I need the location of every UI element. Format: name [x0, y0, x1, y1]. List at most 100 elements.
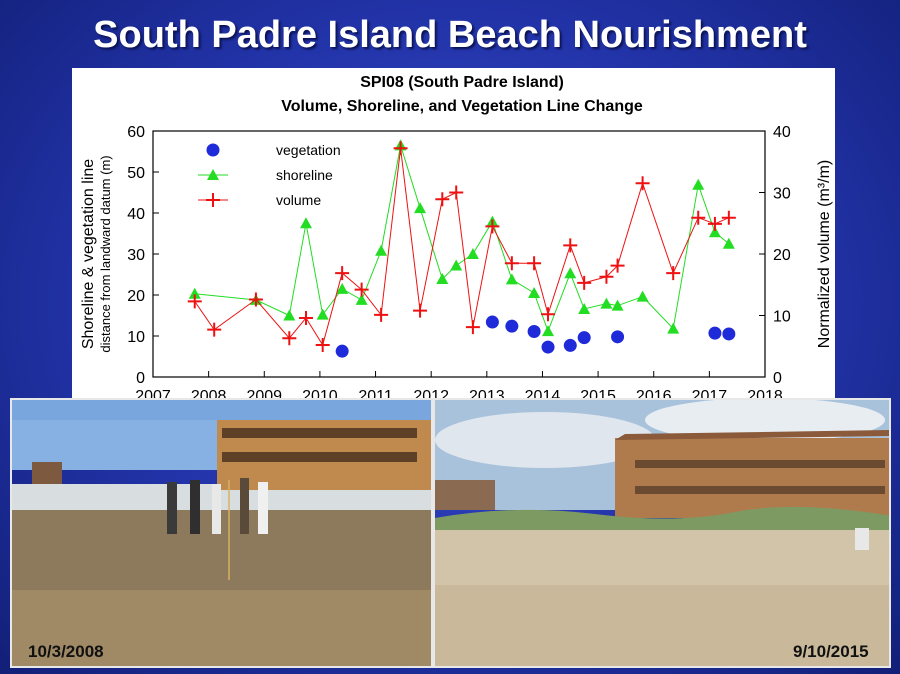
shoreline-point — [636, 290, 649, 302]
shoreline-point — [436, 273, 449, 285]
volume-point — [413, 303, 428, 318]
legend: vegetation shoreline volume — [198, 142, 341, 208]
vegetation-point — [708, 326, 722, 340]
vegetation-point — [485, 315, 499, 329]
y-axis-right-label: Normalized volume (m³/m) — [816, 160, 833, 348]
chart-svg: SPI08 (South Padre Island) Volume, Shore… — [80, 74, 833, 405]
series-vegetation — [335, 315, 736, 358]
y-right-tick-label: 0 — [773, 370, 782, 387]
shoreline-point — [722, 237, 735, 249]
volume-point — [666, 266, 681, 281]
volume-point — [374, 307, 389, 322]
shoreline-point — [300, 217, 312, 229]
beach-photo-2008: 10/3/2008 — [10, 398, 433, 668]
shoreline-point — [578, 302, 591, 314]
vegetation-point — [722, 327, 736, 341]
y-left-tick-label: 0 — [136, 370, 145, 387]
volume-point — [393, 141, 408, 156]
vegetation-point — [541, 340, 555, 354]
volume-point — [335, 266, 350, 281]
shoreline-point — [414, 202, 427, 214]
volume-point — [707, 216, 722, 231]
shoreline-point — [708, 226, 721, 238]
plot-frame — [152, 130, 766, 378]
vegetation-point — [335, 344, 349, 358]
volume-point — [635, 176, 650, 191]
volume-point — [610, 258, 625, 273]
shoreline-line — [194, 145, 730, 333]
shoreline-point — [542, 325, 555, 337]
legend-item-volume: volume — [198, 192, 321, 208]
shoreline-point — [611, 299, 624, 311]
volume-point — [527, 256, 542, 271]
series-shoreline — [188, 139, 735, 337]
volume-point — [282, 331, 297, 346]
beach-photo-2015-image — [435, 400, 889, 666]
y-left-tick-label: 10 — [127, 329, 145, 346]
vegetation-point — [577, 331, 591, 345]
legend-label: vegetation — [276, 142, 341, 158]
vegetation-point — [563, 338, 577, 352]
legend-item-shoreline: shoreline — [198, 167, 333, 183]
legend-label: shoreline — [276, 167, 333, 183]
y-right-tick-label: 40 — [773, 124, 791, 141]
chart-subtitle: Volume, Shoreline, and Vegetation Line C… — [281, 98, 643, 115]
shoreline-point — [466, 248, 479, 259]
photo-date-2015: 9/10/2015 — [793, 642, 869, 661]
y-left-tick-label: 40 — [127, 206, 145, 223]
y-right-tick-label: 30 — [773, 186, 791, 203]
y-right-tick-label: 20 — [773, 247, 791, 264]
slide-title: South Padre Island Beach Nourishment — [93, 14, 807, 56]
volume-point — [563, 238, 578, 253]
beach-photo-2015: 9/10/2015 — [433, 398, 891, 668]
volume-point — [599, 269, 614, 284]
series-layer — [187, 139, 736, 358]
shoreline-point — [188, 287, 201, 299]
volume-point — [691, 210, 706, 225]
volume-point — [721, 210, 736, 225]
shoreline-point — [316, 308, 329, 320]
volume-point — [449, 185, 464, 200]
chart-title: SPI08 (South Padre Island) — [360, 74, 564, 91]
axis-ticks: 2007 2008 2009 2010 2011 2012 2013 2014 2015 2016… — [127, 124, 791, 405]
volume-point — [465, 320, 480, 335]
volume-line — [194, 148, 730, 347]
shoreline-point — [450, 259, 463, 271]
vegetation-point — [527, 324, 541, 338]
volume-point — [299, 310, 313, 325]
shoreline-point — [528, 286, 541, 298]
y-axis-left-label: Shoreline & vegetation line — [80, 159, 97, 349]
legend-item-vegetation: vegetation — [206, 142, 341, 158]
legend-marker — [206, 193, 220, 207]
legend-marker — [207, 169, 219, 180]
y-left-tick-label: 60 — [127, 124, 145, 141]
shoreline-point — [375, 244, 388, 256]
volume-point — [541, 307, 556, 322]
y-axis-left-sublabel: distance from landward datum (m) — [98, 155, 113, 352]
shoreline-point — [667, 322, 680, 334]
y-left-tick-label: 50 — [127, 165, 145, 182]
volume-point — [504, 256, 519, 271]
shoreline-point — [336, 282, 349, 294]
legend-marker — [206, 143, 220, 157]
shoreline-point — [600, 297, 613, 309]
y-left-tick-label: 30 — [127, 247, 145, 264]
shoreline-point — [355, 293, 368, 305]
volume-point — [435, 192, 450, 207]
y-left-tick-label: 20 — [127, 288, 145, 305]
volume-point — [485, 219, 500, 234]
photo-date-2008: 10/3/2008 — [28, 642, 104, 661]
beach-photo-2008-image — [12, 400, 431, 666]
shoreline-point — [283, 309, 296, 321]
volume-point — [577, 275, 592, 290]
y-right-tick-label: 10 — [773, 309, 791, 326]
legend-label: volume — [276, 192, 321, 208]
series-volume — [187, 141, 736, 353]
volume-point — [315, 338, 330, 353]
shoreline-point — [564, 267, 577, 279]
shoreline-point — [505, 273, 518, 285]
vegetation-point — [611, 330, 625, 344]
volume-point — [354, 282, 369, 297]
vegetation-point — [505, 319, 519, 333]
shoreline-point — [692, 178, 705, 190]
